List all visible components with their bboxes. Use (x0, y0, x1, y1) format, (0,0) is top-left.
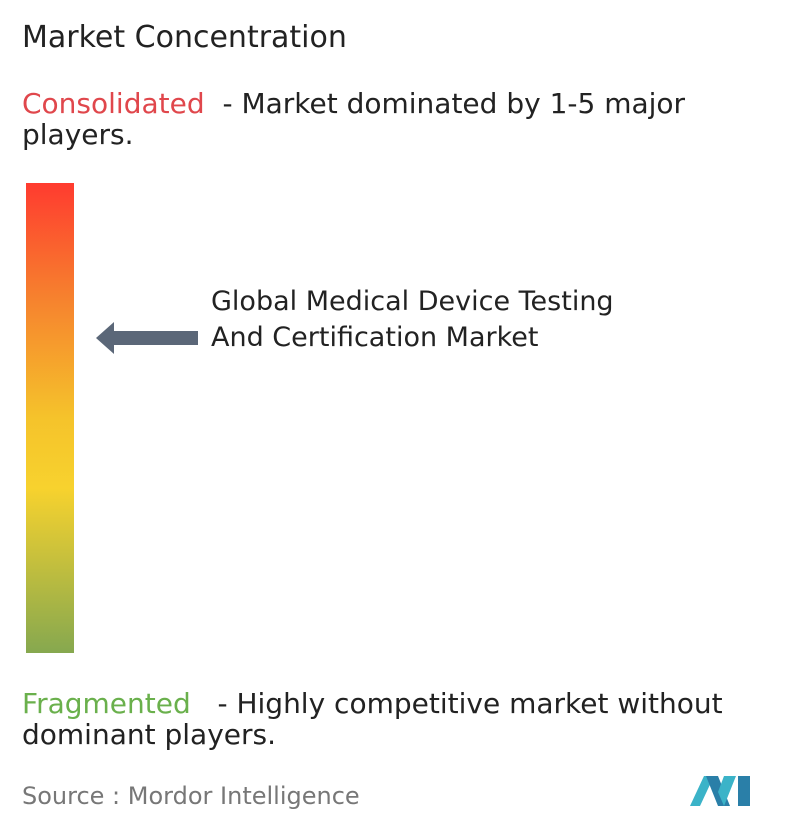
fragmented-label: Fragmented (22, 687, 191, 720)
consolidated-description: - Market dominated by 1-5 major players. (22, 87, 686, 151)
gradient-bar (26, 183, 74, 653)
consolidated-label: Consolidated (22, 87, 205, 120)
arrow (96, 322, 198, 354)
fragmented-text: Fragmented - Highly competitive market w… (22, 688, 792, 750)
market-label: Global Medical Device Testing And Certif… (211, 286, 614, 353)
logo (690, 776, 750, 806)
source: Source : Mordor Intelligence (22, 782, 360, 810)
fragmented-description: - Highly competitive market without domi… (22, 687, 723, 751)
consolidated-text: Consolidated - Market dominated by 1-5 m… (22, 88, 792, 150)
title: Market Concentration (22, 20, 347, 55)
